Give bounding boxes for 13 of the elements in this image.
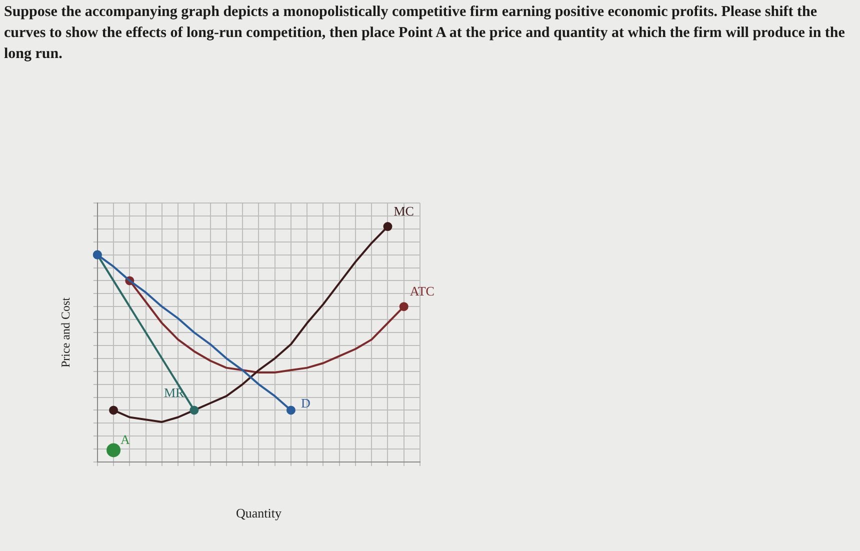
point (286, 406, 296, 415)
chart-title: Suppose the accompanying graph depicts a monopolistically competitive firm earning positive economic profits. Please shift the curves to show the effects of long-run competition, then place Point A at the price and quantity at which the firm will produce in the long run. (4, 3, 846, 64)
point (399, 302, 408, 312)
point (383, 222, 392, 232)
x-axis-title: Quantity (236, 506, 282, 521)
series-label: ATC (410, 284, 434, 299)
series-label: MC (394, 203, 414, 218)
series-label: A (120, 432, 131, 448)
point (190, 406, 199, 415)
series-label: D (300, 396, 310, 411)
point (106, 443, 121, 458)
y-axis-title: Price and Cost (58, 296, 72, 368)
point (109, 406, 118, 415)
